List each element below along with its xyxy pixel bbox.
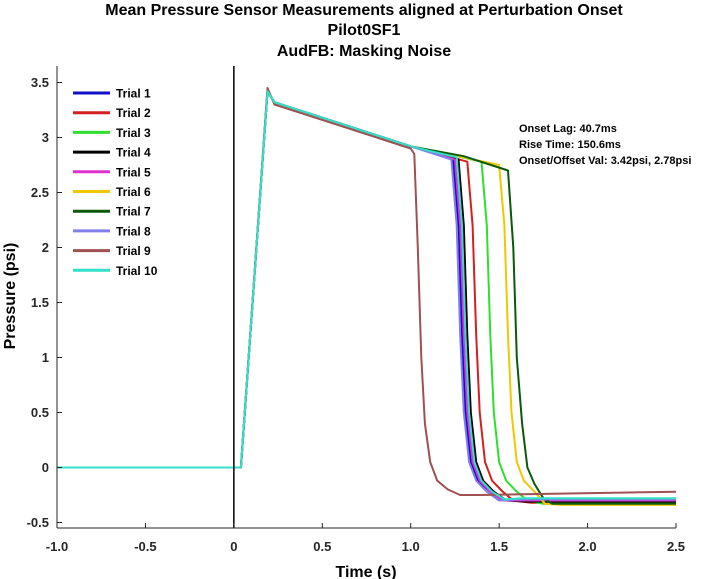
x-tick-label: 1.0	[402, 539, 420, 554]
y-tick-label: 0.5	[31, 405, 49, 420]
x-tick-label: 0.5	[313, 539, 331, 554]
y-tick-label: 1	[42, 350, 49, 365]
legend-label-trial-3: Trial 3	[116, 126, 151, 140]
x-tick-label: 2.0	[579, 539, 597, 554]
legend-label-trial-6: Trial 6	[116, 185, 151, 199]
axes: -1.0 -0.5 0 0.5 1.0 1.5 2.0 2.5 -0.5 0 0.5 1 1.5 2 2.5…	[27, 66, 685, 554]
series-line-trial-10	[57, 90, 676, 501]
plot-area	[57, 66, 677, 528]
y-tick-label: 2.5	[31, 185, 49, 200]
y-tick-label: 1.5	[31, 295, 49, 310]
legend-label-trial-10: Trial 10	[116, 264, 158, 278]
annotation-onset-offset: Onset/Offset Val: 3.42psi, 2.78psi	[519, 155, 691, 167]
annotation-onset-lag: Onset Lag: 40.7ms	[519, 123, 617, 135]
y-tick-label: -0.5	[27, 515, 49, 530]
chart-title-line-3: AudFB: Masking Noise	[277, 43, 451, 60]
legend-label-trial-1: Trial 1	[116, 87, 151, 101]
x-tick-label: 2.5	[667, 539, 685, 554]
legend-label-trial-5: Trial 5	[116, 165, 151, 179]
legend-label-trial-7: Trial 7	[116, 205, 151, 219]
x-tick-label: -1.0	[46, 539, 68, 554]
x-tick-label: -0.5	[134, 539, 156, 554]
chart-title-line-1: Mean Pressure Sensor Measurements aligne…	[105, 2, 623, 19]
y-tick-label: 3	[42, 130, 49, 145]
y-tick-label: 2	[42, 240, 49, 255]
legend: Trial 1 Trial 2 Trial 3 Trial 4 Trial 5 Trial…	[73, 87, 158, 278]
y-tick-label: 0	[42, 460, 49, 475]
legend-label-trial-8: Trial 8	[116, 224, 151, 238]
x-tick-label: 1.5	[490, 539, 508, 554]
x-axis-label: Time (s)	[335, 564, 396, 579]
annotation-rise-time: Rise Time: 150.6ms	[519, 139, 621, 151]
legend-label-trial-2: Trial 2	[116, 106, 151, 120]
legend-label-trial-9: Trial 9	[116, 244, 151, 258]
y-axis-label: Pressure (psi)	[2, 243, 19, 350]
x-tick-label: 0	[230, 539, 237, 554]
chart-title-line-2: Pilot0SF1	[328, 22, 401, 39]
y-tick-label: 3.5	[31, 75, 49, 90]
legend-label-trial-4: Trial 4	[116, 146, 151, 160]
